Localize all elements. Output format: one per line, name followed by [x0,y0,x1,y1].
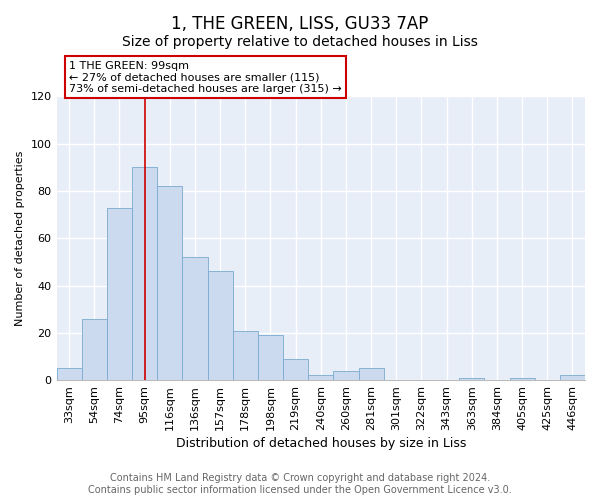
Text: Size of property relative to detached houses in Liss: Size of property relative to detached ho… [122,35,478,49]
Bar [334,370,359,380]
Text: Contains HM Land Registry data © Crown copyright and database right 2024.
Contai: Contains HM Land Registry data © Crown c… [88,474,512,495]
Bar [182,257,208,380]
Bar [308,376,334,380]
Bar [233,330,258,380]
Bar [359,368,383,380]
Y-axis label: Number of detached properties: Number of detached properties [15,150,25,326]
Bar [283,359,308,380]
Bar [82,318,107,380]
Bar [560,376,585,380]
Bar [208,272,233,380]
Bar [509,378,535,380]
Bar [157,186,182,380]
Bar [258,336,283,380]
Bar [132,168,157,380]
Bar [56,368,82,380]
X-axis label: Distribution of detached houses by size in Liss: Distribution of detached houses by size … [176,437,466,450]
Bar [459,378,484,380]
Bar [107,208,132,380]
Text: 1 THE GREEN: 99sqm
← 27% of detached houses are smaller (115)
73% of semi-detach: 1 THE GREEN: 99sqm ← 27% of detached hou… [69,61,342,94]
Text: 1, THE GREEN, LISS, GU33 7AP: 1, THE GREEN, LISS, GU33 7AP [172,15,428,33]
